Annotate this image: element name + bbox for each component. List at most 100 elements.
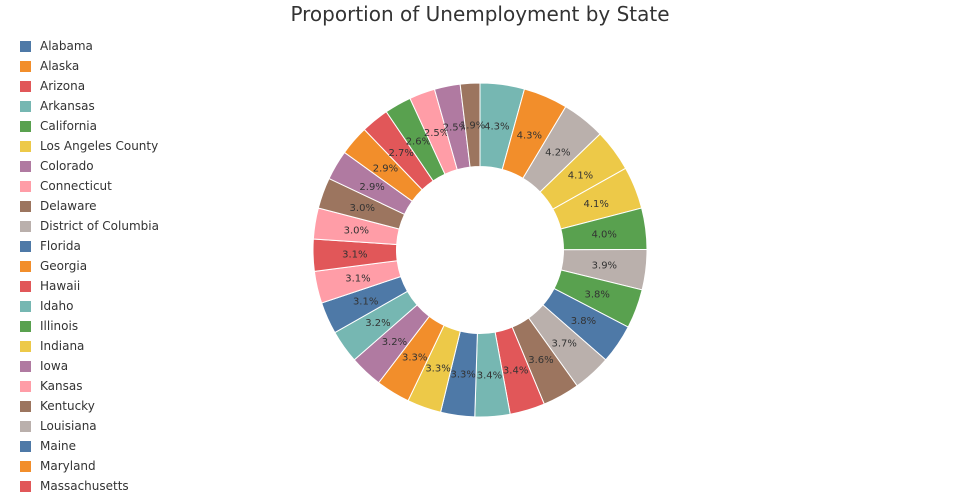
- legend-item[interactable]: Idaho: [20, 296, 159, 316]
- legend-swatch: [20, 180, 31, 192]
- legend-label: Louisiana: [40, 419, 97, 433]
- slice-percent-label: 3.4%: [477, 370, 502, 381]
- slice-percent-label: 3.9%: [592, 260, 617, 271]
- legend-swatch: [20, 360, 31, 372]
- legend-item[interactable]: Hawaii: [20, 276, 159, 296]
- legend-item[interactable]: California: [20, 116, 159, 136]
- legend-label: Kansas: [40, 379, 83, 393]
- slice-percent-label: 2.6%: [406, 136, 431, 147]
- legend-swatch: [20, 300, 31, 312]
- slice-percent-label: 3.4%: [503, 366, 528, 377]
- legend-swatch: [20, 340, 31, 352]
- legend-label: Colorado: [40, 159, 94, 173]
- legend-item[interactable]: Los Angeles County: [20, 136, 159, 156]
- legend-item[interactable]: Florida: [20, 236, 159, 256]
- legend-item[interactable]: Maryland: [20, 456, 159, 476]
- legend: Alabama Alaska Arizona Arkansas California Lo…: [20, 36, 159, 496]
- legend-item[interactable]: Maine: [20, 436, 159, 456]
- legend-label: California: [40, 119, 97, 133]
- chart-title: Proportion of Unemployment by State: [290, 2, 670, 26]
- legend-swatch: [20, 80, 31, 92]
- slice-percent-label: 3.8%: [584, 290, 609, 301]
- legend-item[interactable]: Massachusetts: [20, 476, 159, 496]
- legend-label: Alaska: [40, 59, 80, 73]
- legend-swatch: [20, 420, 31, 432]
- legend-swatch: [20, 380, 31, 392]
- slice-percent-label: 4.2%: [545, 147, 570, 158]
- slice-percent-label: 3.1%: [353, 297, 378, 308]
- slice-percent-label: 3.3%: [402, 352, 427, 363]
- legend-item[interactable]: Delaware: [20, 196, 159, 216]
- slice-percent-label: 2.7%: [389, 148, 414, 159]
- slice-percent-label: 4.0%: [592, 229, 617, 240]
- slice-percent-label: 2.9%: [373, 163, 398, 174]
- slice-percent-label: 2.5%: [424, 128, 449, 139]
- legend-item[interactable]: Alaska: [20, 56, 159, 76]
- legend-item[interactable]: Georgia: [20, 256, 159, 276]
- slice-percent-label: 3.2%: [382, 337, 407, 348]
- slice-percent-label: 3.1%: [345, 274, 370, 285]
- slice-percent-label: 3.0%: [350, 203, 375, 214]
- legend-swatch: [20, 280, 31, 292]
- legend-swatch: [20, 240, 31, 252]
- slice-percent-label: 3.2%: [365, 318, 390, 329]
- legend-item[interactable]: Arizona: [20, 76, 159, 96]
- legend-label: Idaho: [40, 299, 74, 313]
- legend-label: Kentucky: [40, 399, 95, 413]
- legend-swatch: [20, 120, 31, 132]
- legend-swatch: [20, 400, 31, 412]
- legend-label: Alabama: [40, 39, 93, 53]
- legend-label: Delaware: [40, 199, 97, 213]
- legend-label: Connecticut: [40, 179, 112, 193]
- slice-percent-label: 4.3%: [517, 130, 542, 141]
- legend-label: Arizona: [40, 79, 86, 93]
- legend-item[interactable]: Connecticut: [20, 176, 159, 196]
- slice-percent-label: 4.1%: [568, 171, 593, 182]
- legend-swatch: [20, 200, 31, 212]
- legend-label: Iowa: [40, 359, 69, 373]
- legend-swatch: [20, 40, 31, 52]
- slice-percent-label: 3.8%: [571, 316, 596, 327]
- legend-item[interactable]: Arkansas: [20, 96, 159, 116]
- slice-percent-label: 3.7%: [551, 338, 576, 349]
- legend-swatch: [20, 260, 31, 272]
- slice-percent-label: 3.1%: [342, 249, 367, 260]
- slice-percent-label: 2.9%: [359, 182, 384, 193]
- legend-item[interactable]: District of Columbia: [20, 216, 159, 236]
- legend-label: Arkansas: [40, 99, 95, 113]
- slice-percent-label: 3.6%: [528, 355, 553, 366]
- legend-label: Massachusetts: [40, 479, 129, 493]
- legend-swatch: [20, 480, 31, 492]
- slice-percent-label: 3.3%: [425, 364, 450, 375]
- legend-item[interactable]: Illinois: [20, 316, 159, 336]
- legend-label: Maine: [40, 439, 77, 453]
- legend-item[interactable]: Louisiana: [20, 416, 159, 436]
- legend-item[interactable]: Colorado: [20, 156, 159, 176]
- legend-label: Indiana: [40, 339, 85, 353]
- slice-percent-label: 4.1%: [583, 199, 608, 210]
- legend-swatch: [20, 220, 31, 232]
- legend-swatch: [20, 440, 31, 452]
- slice-percent-label: 2.5%: [443, 123, 468, 134]
- legend-swatch: [20, 100, 31, 112]
- slice-percent-label: 3.3%: [450, 370, 475, 381]
- legend-swatch: [20, 320, 31, 332]
- slice-percent-label: 3.0%: [344, 226, 369, 237]
- legend-item[interactable]: Iowa: [20, 356, 159, 376]
- legend-item[interactable]: Kansas: [20, 376, 159, 396]
- legend-item[interactable]: Kentucky: [20, 396, 159, 416]
- legend-swatch: [20, 140, 31, 152]
- slice-percent-label: 4.3%: [484, 121, 509, 132]
- legend-label: Florida: [40, 239, 81, 253]
- legend-swatch: [20, 160, 31, 172]
- legend-label: Hawaii: [40, 279, 81, 293]
- pie-slice[interactable]: [459, 82, 481, 168]
- legend-label: Maryland: [40, 459, 96, 473]
- legend-item[interactable]: Indiana: [20, 336, 159, 356]
- legend-swatch: [20, 60, 31, 72]
- legend-label: Los Angeles County: [40, 139, 159, 153]
- legend-item[interactable]: Alabama: [20, 36, 159, 56]
- legend-swatch: [20, 460, 31, 472]
- legend-label: District of Columbia: [40, 219, 159, 233]
- legend-label: Georgia: [40, 259, 88, 273]
